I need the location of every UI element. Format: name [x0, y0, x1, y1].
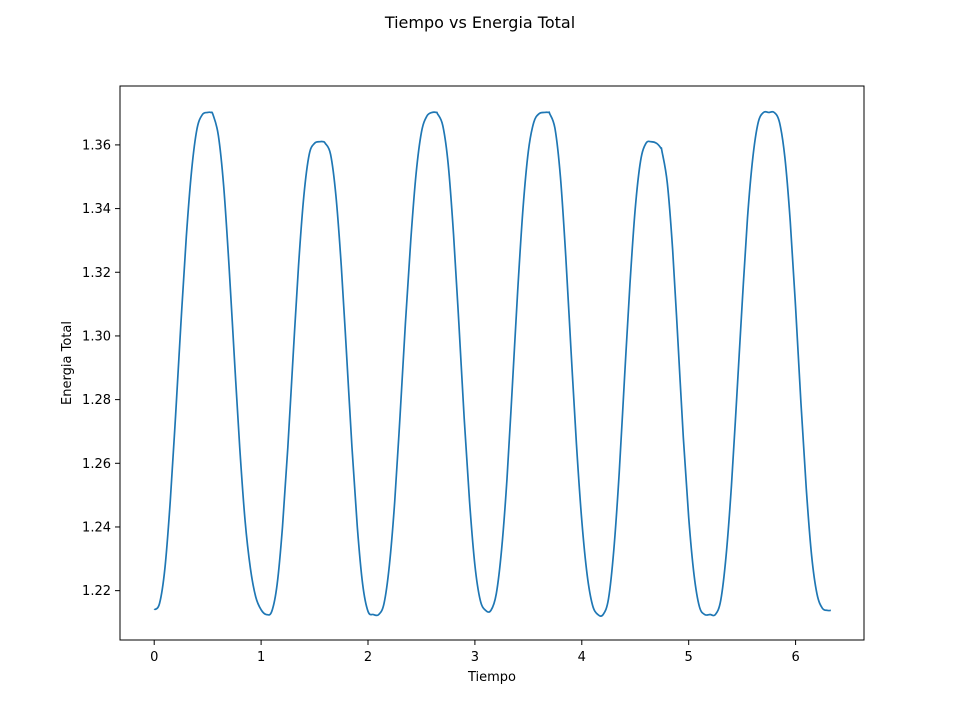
y-tick-label: 1.30	[82, 329, 111, 344]
y-axis: 1.22 1.24 1.26 1.28 1.30 1.32 1.34 1.36	[82, 138, 120, 599]
y-tick-label: 1.32	[82, 266, 111, 281]
x-tick-label: 4	[578, 650, 586, 665]
x-tick-label: 2	[364, 650, 372, 665]
x-axis-label: Tiempo	[467, 670, 516, 685]
x-tick-label: 0	[150, 650, 158, 665]
y-tick-label: 1.28	[82, 393, 111, 408]
y-tick-label: 1.22	[82, 584, 111, 599]
y-tick-label: 1.34	[82, 202, 111, 217]
x-tick-label: 3	[471, 650, 479, 665]
plot-frame	[119, 85, 865, 641]
y-tick-label: 1.36	[82, 138, 111, 153]
series-line	[153, 110, 831, 617]
y-tick-label: 1.26	[82, 457, 111, 472]
x-tick-label: 5	[685, 650, 693, 665]
chart-title: Tiempo vs Energia Total	[384, 13, 575, 32]
x-tick-label: 6	[791, 650, 799, 665]
y-axis-label: Energia Total	[60, 321, 75, 405]
x-tick-label: 1	[257, 650, 265, 665]
y-tick-label: 1.24	[82, 520, 111, 535]
x-axis: 0 1 2 3 4 5 6	[150, 640, 800, 665]
